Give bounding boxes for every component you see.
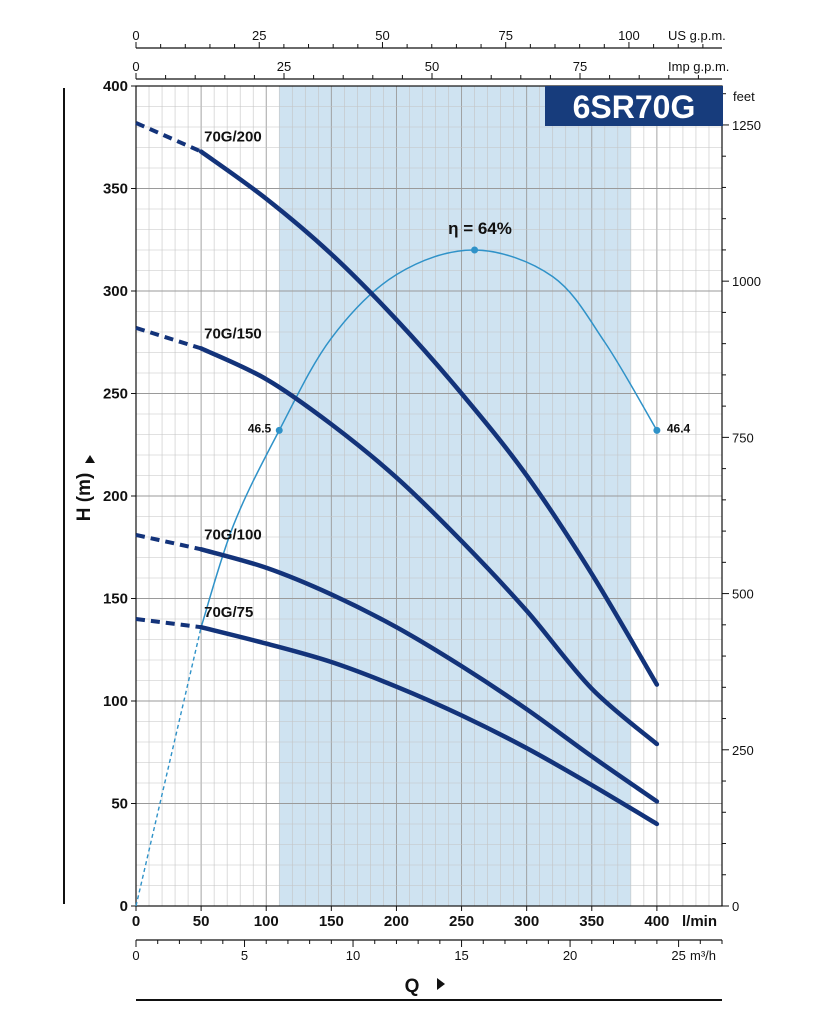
- imp-gpm-unit-label: Imp g.p.m.: [668, 59, 729, 74]
- x-tick-label: 150: [319, 913, 344, 930]
- y-tick-label: 350: [103, 181, 128, 198]
- x-tick-label: 50: [193, 913, 210, 930]
- y-tick-label: 0: [120, 898, 128, 915]
- curve-label: 70G/100: [204, 526, 262, 543]
- m3h-tick-label: 10: [346, 948, 360, 963]
- m3h-unit-label: m³/h: [690, 948, 716, 963]
- performance-curve: [198, 346, 660, 747]
- x-axis-title: Q: [405, 976, 420, 997]
- m3h-tick-label: 25: [671, 948, 685, 963]
- x-tick-label: 200: [384, 913, 409, 930]
- curve-label: 70G/150: [204, 325, 262, 342]
- y-tick-label: 150: [103, 591, 128, 608]
- feet-tick-label: 500: [732, 587, 754, 602]
- m3h-tick-label: 5: [241, 948, 248, 963]
- x-tick-label: 250: [449, 913, 474, 930]
- curve-dashed-extension: [135, 532, 202, 552]
- pump-curves: 70G/200 70G/150 70G/100 70G/75: [135, 121, 660, 827]
- chart-title: 6SR70G: [573, 89, 696, 125]
- y-axis-arrow-icon: [85, 455, 95, 463]
- curve-dashed-extension: [135, 121, 202, 154]
- us-gpm-unit-label: US g.p.m.: [668, 28, 726, 43]
- efficiency-point: [471, 246, 479, 254]
- y-tick-label: 100: [103, 693, 128, 710]
- efficiency-point-label: 46.5: [248, 421, 272, 435]
- efficiency-dashed-line: [135, 627, 202, 907]
- performance-curve: [198, 624, 660, 827]
- x-tick-label: 400: [644, 913, 669, 930]
- efficiency-point: [275, 426, 283, 434]
- m3h-tick-label: 15: [454, 948, 468, 963]
- us-gpm-tick-label: 25: [252, 28, 266, 43]
- efficiency-point: [653, 426, 661, 434]
- y-tick-label: 200: [103, 488, 128, 505]
- y-axis-title: H (m): [74, 473, 95, 522]
- curve-label: 70G/75: [204, 604, 253, 621]
- efficiency-label: η = 64%: [448, 219, 512, 238]
- x-tick-label: 100: [254, 913, 279, 930]
- us-gpm-tick-label: 50: [375, 28, 389, 43]
- x-tick-label: 300: [514, 913, 539, 930]
- performance-curve: [198, 547, 660, 804]
- efficiency-point-label: 46.4: [667, 421, 691, 435]
- x-tick-label: 0: [132, 913, 140, 930]
- curve-dashed-extension: [135, 617, 202, 630]
- imp-gpm-tick-label: 25: [277, 59, 291, 74]
- y-tick-label: 300: [103, 283, 128, 300]
- x-axes: 0 50 100 150 200 250 300 350 400 l/min 0 5 10 15 20 25 m…: [132, 906, 723, 963]
- feet-tick-label: 750: [732, 430, 754, 445]
- x-tick-label: 350: [579, 913, 604, 930]
- title-box: [545, 86, 723, 126]
- performance-curve: [198, 149, 660, 687]
- efficiency-curve: [200, 249, 658, 628]
- imp-gpm-tick-label: 50: [425, 59, 439, 74]
- imp-gpm-tick-label: 0: [132, 59, 139, 74]
- y-axis: 0 50 100 150 200 250 300 350 400: [103, 78, 136, 915]
- x-unit-label: l/min: [682, 913, 717, 930]
- feet-axis: 0 250 500 750 1000 1250 feet: [722, 89, 761, 914]
- feet-tick-label: 1000: [732, 274, 761, 289]
- imp-gpm-tick-label: 75: [573, 59, 587, 74]
- y-tick-label: 50: [111, 796, 128, 813]
- grid-lines: [135, 85, 723, 907]
- feet-tick-label: 1250: [732, 118, 761, 133]
- top-axes: 0 25 50 75 100 US g.p.m. 0 25 50 75 Imp g.p.m.: [132, 28, 729, 80]
- x-axis-arrow-icon: [437, 978, 445, 990]
- m3h-tick-label: 0: [132, 948, 139, 963]
- y-tick-label: 250: [103, 386, 128, 403]
- us-gpm-tick-label: 0: [132, 28, 139, 43]
- feet-unit-label: feet: [733, 89, 755, 104]
- efficiency-curve-group: 46.5 46.4 η = 64%: [135, 219, 691, 907]
- curve-dashed-extension: [135, 325, 202, 351]
- us-gpm-tick-label: 75: [498, 28, 512, 43]
- curve-label: 70G/200: [204, 129, 262, 146]
- feet-tick-label: 0: [732, 899, 739, 914]
- m3h-tick-label: 20: [563, 948, 577, 963]
- y-tick-label: 400: [103, 78, 128, 95]
- us-gpm-tick-label: 100: [618, 28, 640, 43]
- feet-tick-label: 250: [732, 743, 754, 758]
